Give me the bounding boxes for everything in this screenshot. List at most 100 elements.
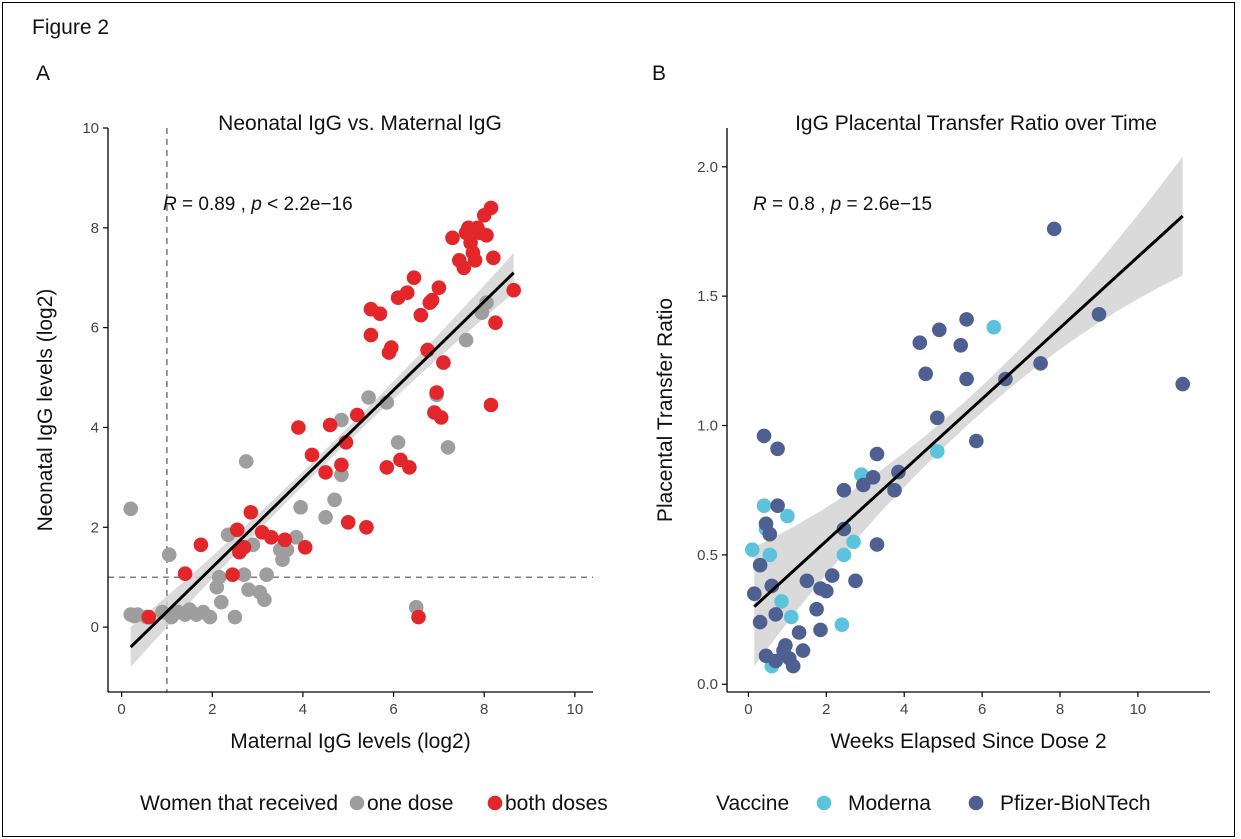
- data-point-a-s1: [214, 594, 229, 610]
- correlation-annotation-a: R = 0.89 , p < 2.2e−16: [163, 194, 353, 215]
- x-tick-label-a: 2: [208, 701, 216, 718]
- x-tick-label-a: 4: [299, 701, 307, 718]
- data-point-b-s2: [770, 441, 785, 457]
- data-point-a-s1: [202, 609, 218, 625]
- y-tick-label-b: 1.5: [697, 288, 718, 305]
- data-point-b-s1: [930, 444, 945, 459]
- data-point-a-s2: [402, 460, 417, 475]
- data-point-b-s2: [856, 477, 871, 493]
- legend-key-a: [349, 795, 365, 811]
- y-tick-label-b: 0.0: [697, 676, 718, 693]
- data-point-a-s1: [293, 500, 308, 515]
- data-point-a-s2: [359, 520, 374, 535]
- data-point-a-s2: [340, 515, 356, 530]
- data-point-b-s2: [799, 573, 815, 589]
- data-point-a-s2: [384, 340, 399, 355]
- data-point-a-s1: [161, 547, 177, 562]
- y-tick-label-a: 10: [82, 120, 99, 137]
- y-tick-label-b: 2.0: [697, 159, 718, 176]
- y-tick-label-b: 1.0: [697, 418, 718, 435]
- data-point-b-s2: [1175, 376, 1190, 392]
- data-point-a-s1: [259, 567, 274, 582]
- data-point-b-s2: [809, 601, 824, 617]
- data-point-b-s2: [768, 653, 783, 669]
- plot-b: IgG Placental Transfer Ratio over Time R …: [654, 112, 1210, 815]
- data-point-a-s2: [433, 410, 449, 425]
- data-point-b-s2: [778, 638, 793, 653]
- x-tick-label-a: 10: [567, 701, 584, 718]
- x-tick-label-a: 6: [389, 701, 397, 718]
- x-tick-label-a: 0: [117, 701, 125, 718]
- data-point-b-s2: [819, 583, 834, 599]
- x-tick-label-b: 4: [900, 701, 908, 718]
- data-point-b-s2: [891, 464, 906, 480]
- data-point-a-s2: [297, 540, 313, 555]
- data-point-a-s2: [304, 447, 320, 463]
- panel-letter-b: B: [652, 62, 667, 85]
- data-point-a-s2: [445, 230, 460, 246]
- data-point-b-s2: [836, 482, 852, 498]
- data-point-b-s2: [752, 557, 768, 573]
- data-point-a-s2: [193, 537, 209, 553]
- data-point-a-s1: [334, 467, 349, 483]
- data-point-b-s2: [762, 526, 778, 542]
- data-point-a-s2: [411, 609, 426, 625]
- data-point-a-s2: [413, 307, 429, 323]
- data-point-a-s1: [241, 582, 256, 597]
- data-point-a-s2: [350, 407, 365, 423]
- data-point-a-s2: [177, 566, 193, 581]
- y-tick-label-a: 6: [91, 320, 99, 337]
- legend-label-a: one dose: [367, 792, 453, 815]
- data-point-b-s2: [1091, 307, 1107, 322]
- data-point-b-s2: [768, 607, 783, 622]
- y-axis-title-a: Neonatal IgG levels (log2): [34, 289, 57, 532]
- data-point-b-s2: [912, 335, 928, 351]
- chart-title-b: IgG Placental Transfer Ratio over Time: [795, 112, 1157, 135]
- y-tick-label-a: 2: [91, 519, 99, 536]
- correlation-annotation-b: R = 0.8 , p = 2.6e−15: [753, 194, 932, 215]
- data-point-a-s1: [334, 412, 349, 428]
- legend-label-b: Pfizer-BioNTech: [1000, 792, 1151, 815]
- data-point-a-s2: [372, 306, 388, 322]
- data-point-a-s2: [399, 285, 415, 301]
- data-point-a-s2: [424, 292, 440, 308]
- data-point-b-s1: [774, 594, 789, 609]
- data-point-b-s2: [785, 658, 801, 674]
- data-point-a-s1: [236, 567, 252, 582]
- data-point-b-s2: [813, 622, 828, 638]
- data-point-a-s2: [141, 609, 157, 625]
- data-point-b-s1: [846, 534, 861, 550]
- data-point-a-s1: [458, 332, 474, 348]
- data-point-b-s1: [756, 498, 772, 513]
- data-point-b-s2: [848, 573, 863, 589]
- data-point-b-s2: [959, 371, 974, 387]
- x-axis-title-a: Maternal IgG levels (log2): [230, 730, 470, 753]
- data-point-b-s2: [824, 568, 840, 583]
- data-point-a-s1: [211, 569, 227, 585]
- data-point-b-s1: [784, 609, 799, 625]
- legend-label-b: Moderna: [848, 792, 931, 815]
- data-point-a-s1: [318, 510, 333, 525]
- data-point-a-s2: [225, 567, 240, 582]
- data-point-b-s2: [1046, 221, 1062, 237]
- plot-a: Neonatal IgG vs. Maternal IgG R = 0.89 , …: [34, 112, 608, 815]
- data-point-a-s2: [243, 505, 259, 520]
- legend-title-b: Vaccine: [716, 792, 789, 815]
- data-point-a-s2: [263, 530, 279, 545]
- y-tick-label-a: 8: [91, 220, 99, 237]
- data-point-a-s2: [429, 385, 444, 400]
- x-tick-label-b: 2: [822, 701, 830, 718]
- data-point-a-s2: [506, 282, 521, 298]
- y-axis-title-b: Placental Transfer Ratio: [654, 298, 677, 522]
- y-tick-label-b: 0.5: [697, 547, 718, 564]
- data-point-a-s1: [288, 530, 304, 545]
- panel-letter-a: A: [36, 62, 51, 85]
- x-tick-label-b: 10: [1130, 701, 1147, 718]
- data-point-a-s2: [483, 200, 499, 216]
- data-point-a-s1: [327, 492, 342, 508]
- data-point-a-s2: [456, 260, 472, 276]
- data-point-b-s2: [752, 614, 768, 630]
- x-tick-label-b: 6: [978, 701, 986, 718]
